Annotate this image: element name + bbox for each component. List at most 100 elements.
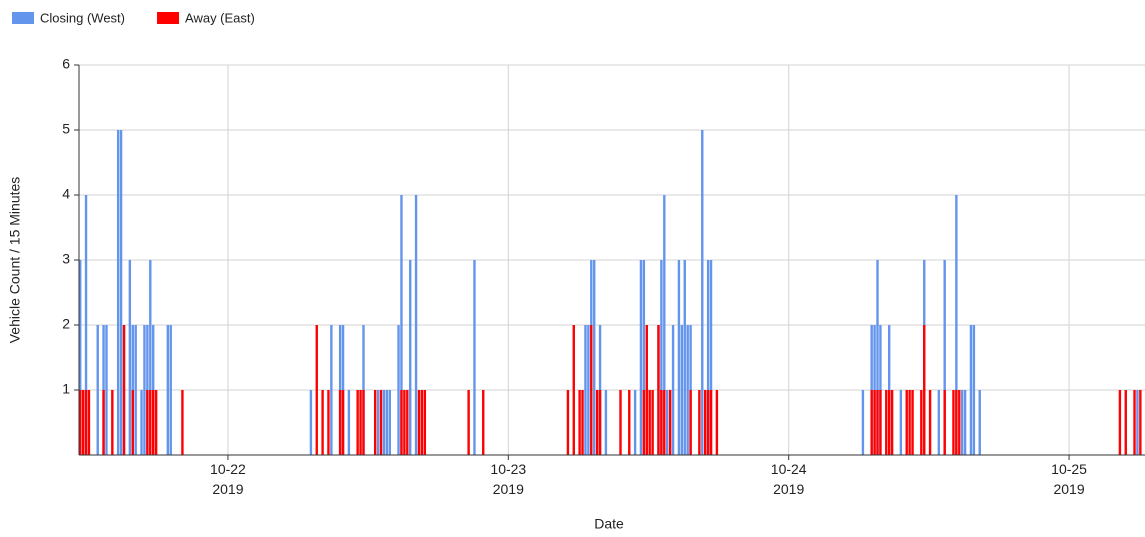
bar xyxy=(102,390,105,455)
bar xyxy=(309,390,313,455)
bar xyxy=(388,390,391,455)
bar xyxy=(356,390,359,455)
bar xyxy=(961,390,964,455)
bar xyxy=(706,390,710,455)
bar xyxy=(928,390,932,455)
bar xyxy=(373,390,377,455)
bar xyxy=(660,390,663,455)
bar xyxy=(105,325,108,455)
bar xyxy=(338,390,342,455)
bar xyxy=(327,390,330,455)
bar xyxy=(677,260,681,455)
bar xyxy=(134,325,137,455)
bar xyxy=(1124,390,1127,455)
bar xyxy=(952,390,955,455)
bar xyxy=(116,130,120,455)
y-axis-label: Vehicle Count / 15 Minutes xyxy=(7,177,23,344)
y-tick-label: 5 xyxy=(62,121,70,137)
bar xyxy=(566,390,570,455)
bar xyxy=(400,390,403,455)
bar xyxy=(709,390,713,455)
bar xyxy=(341,390,345,455)
bar xyxy=(131,390,134,455)
bar xyxy=(122,325,126,455)
x-tick-label: 10-23 2019 xyxy=(490,461,526,497)
bar xyxy=(140,390,143,455)
bar xyxy=(593,260,596,455)
bar xyxy=(420,390,424,455)
bar xyxy=(680,325,684,455)
bar xyxy=(128,260,132,455)
bar xyxy=(666,390,669,455)
bar xyxy=(969,325,973,455)
bar xyxy=(686,325,689,455)
y-tick-label: 4 xyxy=(62,186,70,202)
bar xyxy=(473,260,476,455)
bar xyxy=(584,325,587,455)
y-tick-label: 1 xyxy=(62,381,70,397)
bar xyxy=(663,390,666,455)
bar xyxy=(321,390,324,455)
bar xyxy=(146,390,149,455)
bar xyxy=(978,390,981,455)
x-tick-label: 10-25 2019 xyxy=(1051,461,1087,497)
bar xyxy=(467,390,470,455)
bar xyxy=(417,390,421,455)
bar xyxy=(330,325,333,455)
bar xyxy=(84,390,88,455)
y-tick-label: 6 xyxy=(62,56,70,72)
bar xyxy=(111,390,114,455)
bar xyxy=(648,390,651,455)
legend-label: Closing (West) xyxy=(40,10,125,25)
legend-label: Away (East) xyxy=(185,10,255,25)
x-tick-label: 10-22 2019 xyxy=(210,461,246,497)
bar xyxy=(79,390,82,455)
bar xyxy=(590,325,593,455)
bar xyxy=(861,390,865,455)
bar xyxy=(403,390,406,455)
bar xyxy=(362,390,365,455)
bar xyxy=(873,390,876,455)
bar xyxy=(703,390,707,455)
x-tick-label: 10-24 2019 xyxy=(771,461,807,497)
x-axis-label: Date xyxy=(594,516,624,532)
bar xyxy=(1139,390,1142,455)
bar xyxy=(79,260,82,455)
bar xyxy=(911,390,914,455)
bar xyxy=(905,390,908,455)
legend-swatch xyxy=(157,12,180,24)
bar xyxy=(943,260,946,455)
bar xyxy=(709,260,713,455)
bar xyxy=(96,325,99,455)
bar xyxy=(406,390,409,455)
bar xyxy=(663,195,666,455)
bar xyxy=(397,325,400,455)
bar xyxy=(149,390,152,455)
bar xyxy=(890,390,894,455)
bar xyxy=(955,195,958,455)
bar xyxy=(972,325,976,455)
bar xyxy=(315,325,318,455)
bar xyxy=(701,130,704,455)
bar xyxy=(119,130,123,455)
bar xyxy=(482,390,485,455)
bar xyxy=(382,390,386,455)
bar xyxy=(581,390,584,455)
bar xyxy=(943,390,946,455)
bar xyxy=(87,390,91,455)
bar xyxy=(887,390,891,455)
bar xyxy=(169,325,172,455)
bar xyxy=(81,390,85,455)
bar xyxy=(639,260,643,455)
bar xyxy=(385,390,389,455)
bar xyxy=(715,390,719,455)
bar xyxy=(642,390,646,455)
bar xyxy=(899,390,903,455)
bar xyxy=(166,325,170,455)
bar xyxy=(619,390,622,455)
bar xyxy=(908,390,911,455)
bar xyxy=(698,390,701,455)
bar xyxy=(1136,390,1139,455)
bar xyxy=(604,390,608,455)
bar xyxy=(359,390,362,455)
